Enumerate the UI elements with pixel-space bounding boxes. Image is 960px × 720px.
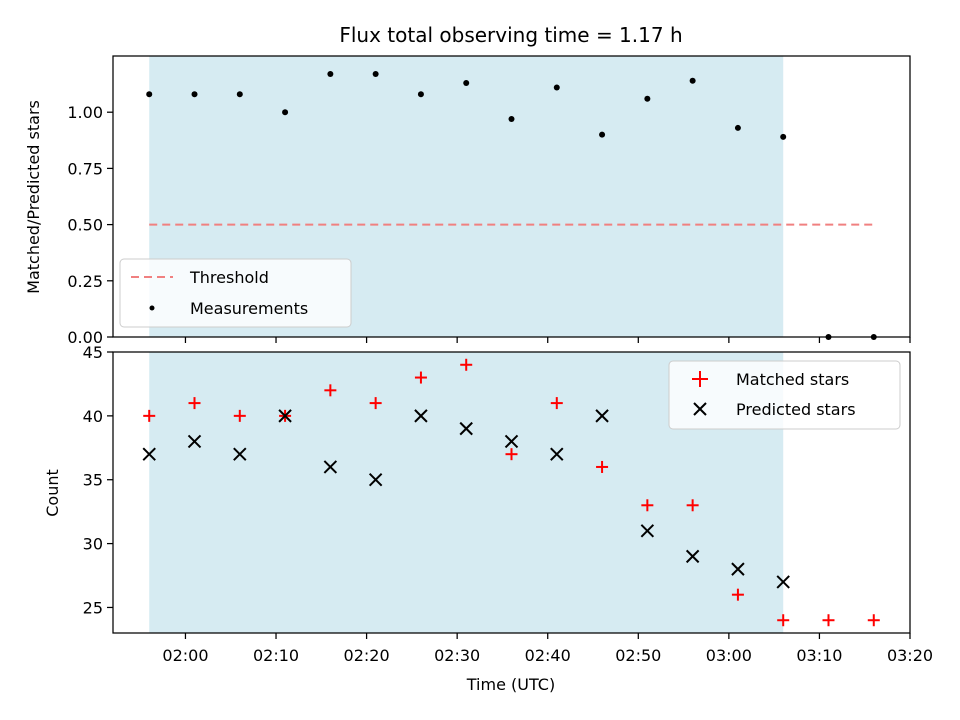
y-tick-label: 35 [83,471,103,490]
matched-stars-point [369,397,382,410]
predicted-stars-point [233,447,247,461]
measurements-point [780,133,787,140]
y-tick-label: 40 [83,407,103,426]
x-tick-label: 03:20 [887,646,933,665]
measurements-point [689,77,696,84]
ratio-x-axis-ticks [184,337,911,343]
predicted-stars-point [595,409,609,423]
ratio-legend-box [119,258,352,328]
y-tick-label: 30 [83,535,103,554]
predicted-stars-point [414,409,428,423]
ratio-measurement-points [146,70,877,340]
predicted-stars-point [187,434,202,449]
ratio-panel: 0.00 0.25 0.50 0.75 1.00 Matched/Predicted s… [24,55,911,347]
ratio-legend: Threshold Measurements [119,258,352,328]
legend-measurements-label: Measurements [190,299,308,318]
measurements-point [236,91,243,98]
count-y-axis-ticks: 25 30 35 40 45 [83,343,113,617]
predicted-stars-point [142,447,156,461]
y-tick-label: 25 [83,598,103,617]
count-panel-frame [112,351,911,634]
ratio-y-axis-ticks: 0.00 0.25 0.50 0.75 1.00 [67,103,113,347]
matched-stars-point [686,499,699,512]
matched-stars-point [641,499,654,512]
predicted-stars-point [278,409,292,423]
count-legend: Matched stars Predicted stars [668,360,901,430]
legend-matched-label: Matched stars [736,370,849,389]
y-tick-label: 0.75 [67,159,103,178]
measurements-point [463,79,470,86]
y-tick-label: 1.00 [67,103,103,122]
matched-stars-point [460,358,473,371]
matched-stars-point [550,397,563,410]
measurements-point [327,70,334,77]
y-tick-label: 0.50 [67,216,103,235]
x-tick-label: 02:20 [344,646,390,665]
predicted-stars-point [640,524,655,538]
predicted-stars-point [459,421,473,436]
predicted-stars-point [685,549,700,564]
x-tick-label: 02:00 [162,646,208,665]
measurements-point [372,70,379,77]
predicted-stars-point [323,460,338,474]
predicted-stars-point [731,562,745,576]
y-tick-label: 0.25 [67,272,103,291]
matched-stars-point [822,614,835,627]
predicted-stars-point [368,473,383,487]
predicted-stars-point [776,575,790,589]
chart-title: Flux total observing time = 1.17 h [339,23,682,47]
x-axis-label: Time (UTC) [466,675,555,694]
count-panel: 25 30 35 40 45 02:00 02:10 02:20 02:30 02:40 02:5… [43,343,933,665]
legend-threshold-label: Threshold [189,268,269,287]
matched-stars-point [414,371,427,384]
measurements-point [734,124,741,131]
measurements-point [644,95,651,102]
x-tick-label: 02:40 [525,646,571,665]
predicted-stars-point [504,434,519,449]
ratio-y-axis-label: Matched/Predicted stars [24,100,43,294]
matched-stars-point [143,409,156,422]
measurements-point [599,131,606,138]
measurements-point [146,91,153,98]
matched-stars-point [731,588,744,601]
y-tick-label: 0.00 [67,328,103,347]
matched-stars-point [324,384,337,397]
x-tick-label: 02:50 [615,646,661,665]
x-tick-label: 03:10 [796,646,842,665]
legend-measurements-swatch [149,305,155,311]
measurements-point [553,84,560,91]
legend-matched-swatch [692,371,708,387]
matched-stars-point [233,409,246,422]
x-tick-label: 03:00 [706,646,752,665]
matched-stars-point [188,397,201,410]
x-tick-label: 02:10 [253,646,299,665]
measurements-point [508,115,515,122]
count-legend-box [668,360,901,430]
matched-stars-point [596,460,609,473]
predicted-stars-point [550,447,564,461]
legend-predicted-swatch [693,402,707,416]
legend-predicted-label: Predicted stars [736,400,856,419]
measurements-point [282,109,289,116]
matched-stars-point [777,614,790,627]
matched-stars-point [867,614,880,627]
x-tick-label: 02:30 [434,646,480,665]
measurements-point [417,91,424,98]
y-tick-label: 45 [83,343,103,362]
count-points [142,358,880,627]
count-x-axis-ticks: 02:00 02:10 02:20 02:30 02:40 02:50 03:00 03:10… [162,633,933,665]
ratio-panel-frame [112,55,911,338]
measurements-point [191,91,198,98]
matched-stars-point [505,448,518,461]
count-y-axis-label: Count [43,469,62,517]
